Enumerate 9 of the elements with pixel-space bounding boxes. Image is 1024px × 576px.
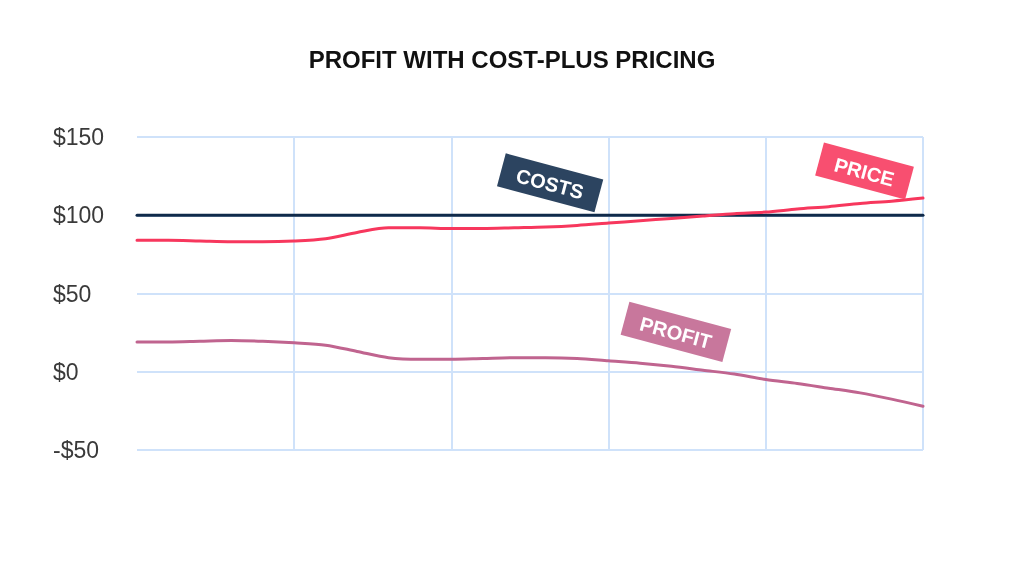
text: PROFIT xyxy=(637,312,714,353)
chart-title: PROFIT WITH COST-PLUS PRICING xyxy=(308,45,716,73)
y-tick-label: $0 xyxy=(53,358,79,385)
y-tick-label: $100 xyxy=(53,202,105,229)
text: PRICE xyxy=(831,153,897,191)
text: COSTS xyxy=(513,164,586,204)
y-tick-label: $50 xyxy=(53,280,92,307)
y-tick-label: $150 xyxy=(53,124,105,150)
y-tick-label: -$50 xyxy=(53,437,100,463)
